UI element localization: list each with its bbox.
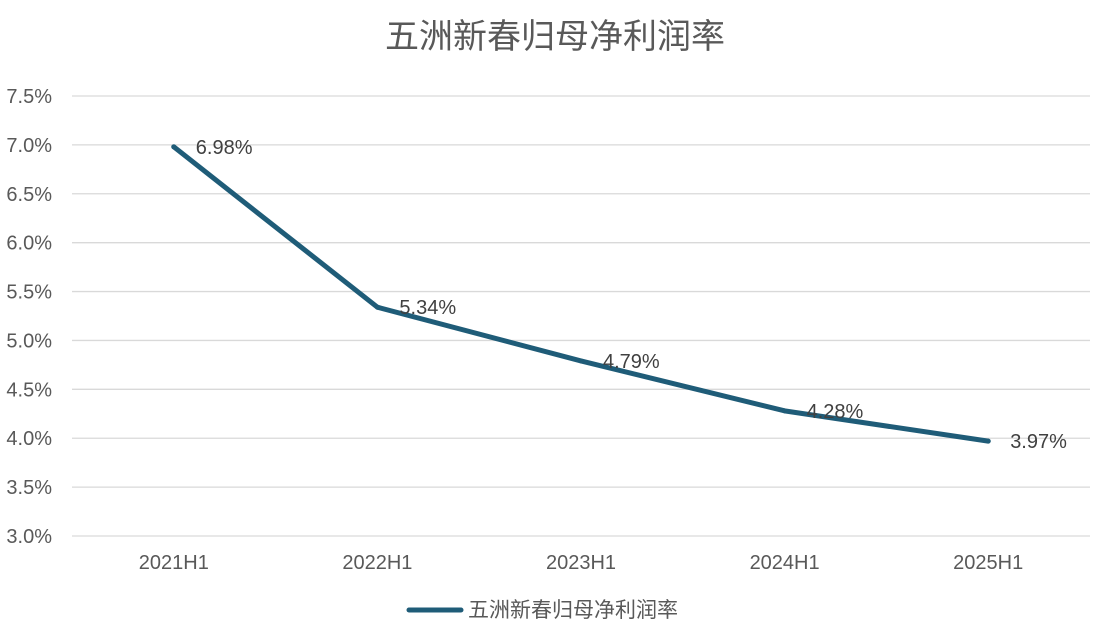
x-tick-label: 2024H1	[750, 552, 820, 574]
y-tick-label: 3.5%	[6, 477, 52, 499]
data-label: 4.79%	[603, 351, 660, 373]
data-point	[578, 358, 584, 364]
data-point	[374, 304, 380, 310]
data-label: 3.97%	[1010, 431, 1067, 453]
data-label: 6.98%	[196, 137, 253, 159]
x-tick-label: 2021H1	[139, 552, 209, 574]
data-point	[985, 438, 991, 444]
y-tick-label: 5.0%	[6, 330, 52, 352]
y-tick-label: 7.5%	[6, 86, 52, 108]
x-axis-ticks: 2021H1 2022H1 2023H1 2024H1 2025H1	[139, 552, 1023, 574]
chart-title: 五洲新春归母净利润率	[385, 18, 725, 56]
y-tick-label: 7.0%	[6, 135, 52, 157]
x-tick-label: 2022H1	[342, 552, 412, 574]
grid-layer	[72, 95, 1090, 537]
y-tick-label: 5.5%	[6, 282, 52, 304]
x-tick-label: 2023H1	[546, 552, 616, 574]
y-tick-label: 3.0%	[6, 526, 52, 548]
y-tick-label: 4.0%	[6, 428, 52, 450]
y-tick-label: 6.0%	[6, 233, 52, 255]
data-point	[171, 144, 177, 150]
series-layer	[171, 144, 991, 444]
legend: 五洲新春归母净利润率	[406, 599, 678, 622]
data-label: 5.34%	[399, 297, 456, 319]
legend-label: 五洲新春归母净利润率	[468, 599, 678, 622]
y-tick-label: 6.5%	[6, 184, 52, 206]
series-line	[171, 144, 991, 444]
data-point	[782, 408, 788, 414]
data-labels: 6.98% 5.34% 4.79% 4.28% 3.97%	[196, 137, 1067, 453]
y-axis-ticks: 7.5% 7.0% 6.5% 6.0% 5.5% 5.0% 4.5% 4.0% 3.5% 3.0%	[6, 86, 52, 548]
y-tick-label: 4.5%	[6, 379, 52, 401]
data-label: 4.28%	[807, 401, 864, 423]
x-tick-label: 2025H1	[953, 552, 1023, 574]
